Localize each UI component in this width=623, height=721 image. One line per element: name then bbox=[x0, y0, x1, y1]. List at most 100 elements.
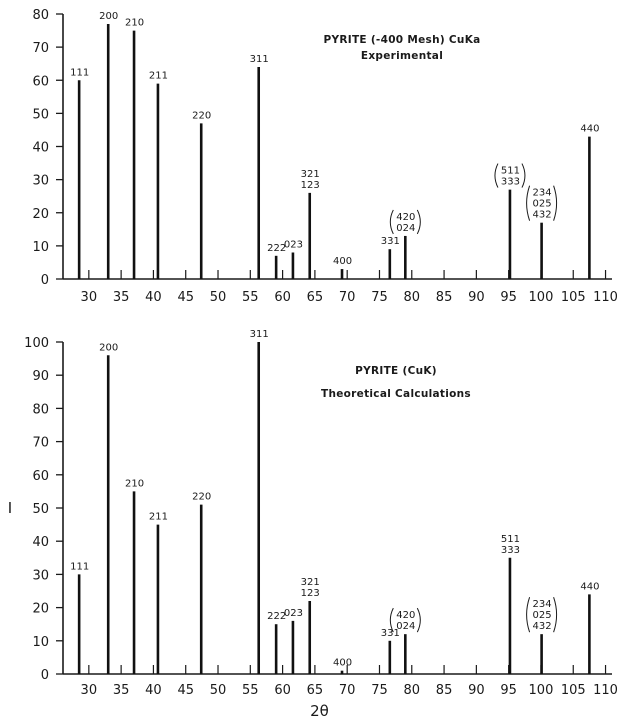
x-tick-label: 105 bbox=[561, 683, 586, 698]
x-tick-label: 50 bbox=[210, 683, 227, 698]
x-tick-label: 55 bbox=[242, 290, 259, 305]
x-tick-label: 85 bbox=[436, 290, 453, 305]
peak-label: 400 bbox=[333, 658, 352, 669]
peak-label: 331 bbox=[381, 236, 400, 247]
x-axis-title: 2θ bbox=[310, 702, 329, 720]
y-tick-label: 30 bbox=[32, 174, 49, 189]
x-tick-label: 80 bbox=[404, 290, 421, 305]
x-tick-label: 30 bbox=[81, 683, 98, 698]
peak-label: 023 bbox=[284, 240, 303, 251]
x-tick-label: 60 bbox=[274, 683, 291, 698]
x-tick-label: 35 bbox=[113, 683, 130, 698]
y-tick-label: 30 bbox=[32, 568, 49, 583]
peak-label: 211 bbox=[149, 71, 168, 82]
x-tick-label: 40 bbox=[145, 683, 162, 698]
x-tick-label: 70 bbox=[339, 683, 356, 698]
peak-label: 220 bbox=[192, 110, 211, 121]
x-tick-label: 45 bbox=[177, 290, 194, 305]
x-tick-label: 85 bbox=[436, 683, 453, 698]
x-tick-label: 70 bbox=[339, 290, 356, 305]
y-tick-label: 40 bbox=[32, 535, 49, 550]
x-tick-label: 95 bbox=[500, 290, 517, 305]
y-tick-label: 10 bbox=[32, 635, 49, 650]
peak-label: 222 bbox=[267, 243, 286, 254]
right-paren bbox=[521, 163, 526, 188]
x-tick-label: 100 bbox=[529, 290, 554, 305]
x-tick-label: 65 bbox=[307, 683, 324, 698]
x-tick-label: 50 bbox=[210, 290, 227, 305]
right-paren bbox=[416, 209, 421, 235]
y-tick-label: 80 bbox=[32, 402, 49, 417]
chart-title: PYRITE (-400 Mesh) CuKa bbox=[323, 34, 480, 46]
x-tick-label: 75 bbox=[371, 290, 388, 305]
peak-label: 111 bbox=[70, 67, 89, 78]
peak-label: 234 bbox=[533, 188, 552, 199]
y-tick-label: 20 bbox=[32, 602, 49, 617]
peak-label: 440 bbox=[580, 124, 599, 135]
y-tick-label: 90 bbox=[32, 369, 49, 384]
y-tick-label: 0 bbox=[41, 273, 49, 288]
peak-label: 024 bbox=[396, 223, 415, 234]
chart-subtitle: Experimental bbox=[361, 50, 443, 62]
x-tick-label: 30 bbox=[81, 290, 98, 305]
x-tick-label: 90 bbox=[468, 683, 485, 698]
peak-label: 420 bbox=[396, 610, 415, 621]
peak-label: 025 bbox=[533, 199, 552, 210]
x-tick-label: 80 bbox=[404, 683, 421, 698]
y-tick-label: 10 bbox=[32, 240, 49, 255]
peak-label: 432 bbox=[533, 210, 552, 221]
x-tick-label: 100 bbox=[529, 683, 554, 698]
y-tick-label: 0 bbox=[41, 668, 49, 683]
right-paren bbox=[553, 596, 558, 633]
y-tick-label: 50 bbox=[32, 502, 49, 517]
y-tick-label: 100 bbox=[24, 336, 49, 351]
peak-label: 025 bbox=[533, 610, 552, 621]
x-tick-label: 35 bbox=[113, 290, 130, 305]
x-tick-label: 75 bbox=[371, 683, 388, 698]
peak-label: 321 bbox=[301, 169, 320, 180]
peak-label: 111 bbox=[70, 561, 89, 572]
peak-label: 432 bbox=[533, 621, 552, 632]
left-paren bbox=[526, 185, 531, 221]
peak-label: 311 bbox=[250, 329, 269, 340]
peak-label: 210 bbox=[125, 478, 144, 489]
peak-label: 234 bbox=[533, 599, 552, 610]
peak-label: 222 bbox=[267, 611, 286, 622]
x-tick-label: 110 bbox=[593, 290, 618, 305]
peak-label: 200 bbox=[99, 342, 118, 353]
right-paren bbox=[416, 607, 421, 633]
theoretical-panel: 0 10 20 30 40 50 60 70 80 90 100 30 35 40 45 50 55 60 65 70… bbox=[8, 329, 618, 720]
left-paren bbox=[494, 163, 499, 188]
left-paren bbox=[389, 209, 394, 235]
x-tick-label: 40 bbox=[145, 290, 162, 305]
peak-label: 200 bbox=[99, 11, 118, 22]
peak-label: 311 bbox=[250, 54, 269, 65]
chart-subtitle: Theoretical Calculations bbox=[321, 388, 471, 400]
y-tick-label: 70 bbox=[32, 436, 49, 451]
x-tick-label: 65 bbox=[307, 290, 324, 305]
left-paren bbox=[389, 607, 394, 633]
x-tick-label: 60 bbox=[274, 290, 291, 305]
peak-label: 420 bbox=[396, 212, 415, 223]
peak-label: 440 bbox=[580, 581, 599, 592]
chart-title: PYRITE (CuK) bbox=[355, 365, 437, 377]
peak-label: 024 bbox=[396, 621, 415, 632]
experimental-panel: 0 10 20 30 40 50 60 70 80 30 35 40 45 50 55 60 65 70 75 80 8… bbox=[32, 8, 618, 305]
x-tick-label: 55 bbox=[242, 683, 259, 698]
y-tick-label: 20 bbox=[32, 207, 49, 222]
peak-label: 321 bbox=[301, 577, 320, 588]
peak-label: 023 bbox=[284, 608, 303, 619]
peak-label: 511 bbox=[501, 534, 520, 545]
y-tick-label: 70 bbox=[32, 41, 49, 56]
peak-label: 123 bbox=[301, 588, 320, 599]
peak-label: 211 bbox=[149, 512, 168, 523]
y-tick-label: 50 bbox=[32, 107, 49, 122]
peak-label: 220 bbox=[192, 492, 211, 503]
y-tick-label: 40 bbox=[32, 141, 49, 156]
right-paren bbox=[553, 185, 558, 221]
y-tick-label: 60 bbox=[32, 469, 49, 484]
peak-label: 210 bbox=[125, 18, 144, 29]
peak-label: 333 bbox=[501, 545, 520, 556]
x-tick-label: 95 bbox=[500, 683, 517, 698]
